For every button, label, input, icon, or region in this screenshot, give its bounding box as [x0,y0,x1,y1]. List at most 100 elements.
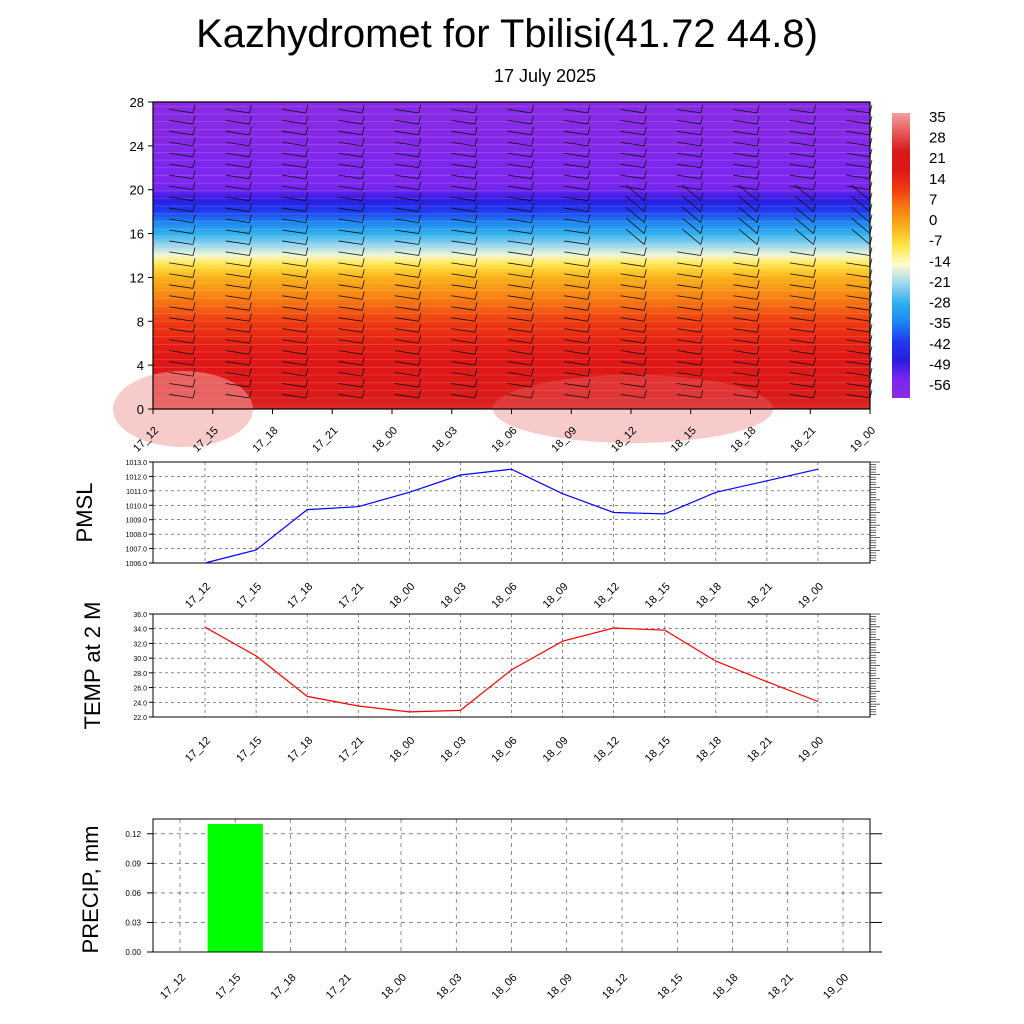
wind-barb [531,335,534,344]
wind-barb [474,203,478,212]
wind-barb [531,126,534,135]
wind-barb [394,262,419,267]
wind-barb [474,313,478,322]
wind-barb [418,225,422,234]
precip-frame [152,818,871,953]
wind-barb [394,328,419,333]
wind-barb [794,217,814,234]
wind-barb [305,192,309,201]
wind-barb [676,383,701,388]
wind-barb [169,295,194,300]
wind-barb [418,346,422,355]
x-tick-label: 17_21 [310,425,340,455]
y-tick-label: 1007.0 [126,547,148,554]
wind-barb [643,137,647,146]
wind-barb [564,174,588,180]
wind-barb [676,361,701,366]
x-tick-label: 18_09 [541,735,571,765]
wind-barb [338,163,363,169]
wind-barb [587,170,591,179]
wind-barb [169,394,194,399]
x-tick-label: 19_00 [848,425,878,455]
wind-barb [700,313,704,322]
colorbar [892,113,910,398]
wind-barb [733,108,758,114]
wind-barb [282,229,306,234]
wind-barb [756,302,760,311]
x-tick-label: 18_06 [490,735,520,765]
wind-barb [225,262,250,267]
wind-barb [564,130,588,136]
wind-barb [620,262,645,267]
wind-barb [338,339,363,344]
wind-barb [169,108,194,114]
wind-barb [418,324,422,333]
wind-barb [507,251,532,256]
wind-barb [564,350,588,355]
wind-barb [418,335,422,344]
wind-barb [225,284,250,289]
wind-barb [418,192,422,201]
wind-barb [507,328,532,333]
wind-barb [394,196,419,202]
wind-barb [451,350,476,355]
wind-barb [474,324,478,333]
wind-barb [361,313,365,322]
wind-barb [733,273,758,278]
wind-barb [394,218,419,224]
wind-barb [474,357,478,366]
wind-barb [813,104,816,114]
wind-barb [361,104,365,114]
wind-barb [564,141,588,147]
wind-barb [249,258,252,267]
wind-barb [249,115,252,125]
wind-barb [192,368,196,377]
wind-barb [676,185,701,191]
wind-barb [192,115,196,125]
wind-barb [531,203,534,212]
wind-barb [531,258,534,267]
wind-barb [361,159,365,168]
y-tick-label: 16 [130,227,144,242]
wind-barb [738,228,758,245]
wind-barb [169,317,194,322]
wind-barb [813,225,816,234]
wind-barb [451,108,476,114]
wind-barb [338,284,363,289]
wind-barb [531,115,534,125]
wind-barb [813,324,816,333]
wind-barb [733,361,758,366]
colorbar-label: -56 [929,377,951,394]
wind-barb [305,357,309,366]
wind-barb [305,258,309,267]
wind-barb [851,228,871,245]
wind-barb [676,328,701,333]
wind-barb [169,174,194,180]
wind-barb [192,159,196,168]
wind-barb [282,108,306,114]
wind-barb [451,295,476,300]
wind-barb [733,372,758,377]
wind-barb [225,306,250,311]
wind-barb [587,137,591,146]
wind-barb [282,163,306,169]
precip-bar [207,823,263,952]
wind-barb [282,339,306,344]
wind-barb [361,170,365,179]
wind-barb [451,273,476,278]
wind-barb [851,217,871,234]
wind-barb [531,214,534,223]
wind-barb [733,306,758,311]
wind-barb [813,192,816,201]
wind-barb [813,181,816,190]
wind-barb [361,302,365,311]
colorbar-label: -49 [929,356,951,373]
wind-barb [394,207,419,213]
wind-barb [305,324,309,333]
wind-barb [474,104,478,114]
wind-barb [620,361,645,366]
wind-barb [564,218,588,224]
wind-barb [738,217,758,234]
wind-barb [394,306,419,311]
wind-barb [249,378,252,388]
